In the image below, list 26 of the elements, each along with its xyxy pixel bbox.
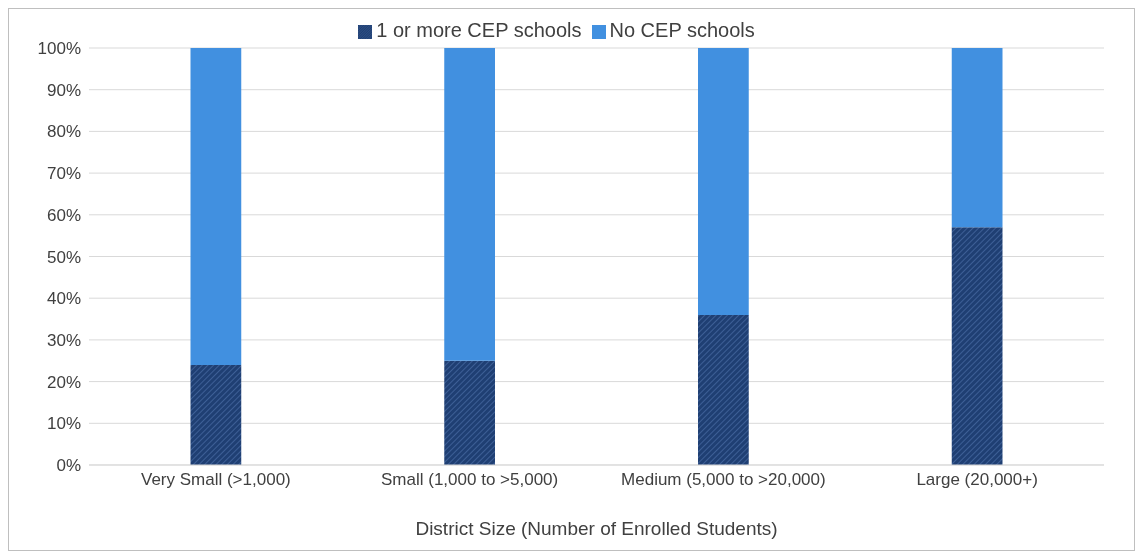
y-tick-label: 10% — [46, 414, 81, 434]
y-tick-label: 100% — [37, 39, 81, 59]
bar — [951, 227, 1003, 465]
y-tick-label: 30% — [46, 330, 81, 350]
legend-label: 1 or more CEP schools — [376, 19, 582, 41]
y-tick-label: 40% — [46, 289, 81, 309]
y-tick-label: 20% — [46, 372, 81, 392]
bar — [698, 314, 749, 465]
x-tick-label: Large (20,000+) — [916, 470, 1038, 490]
y-tick-label: 70% — [46, 164, 81, 184]
legend-label: No CEP schools — [609, 19, 755, 41]
y-tick-label: 60% — [46, 205, 81, 225]
bar — [444, 360, 495, 465]
x-tick-label: Small (1,000 to >5,000) — [381, 470, 559, 490]
bar — [190, 364, 242, 465]
x-axis-title: District Size (Number of Enrolled Students) — [415, 518, 778, 539]
y-tick-label: 0% — [56, 456, 81, 476]
x-tick-label: Medium (5,000 to >20,000) — [621, 470, 826, 490]
y-tick-label: 50% — [46, 247, 81, 267]
bar — [698, 48, 749, 315]
y-tick-label: 90% — [46, 80, 81, 100]
bar — [951, 48, 1003, 228]
x-tick-label: Very Small (>1,000) — [140, 470, 291, 490]
bar — [444, 48, 495, 361]
y-tick-label: 80% — [46, 122, 81, 142]
bar — [190, 48, 242, 365]
